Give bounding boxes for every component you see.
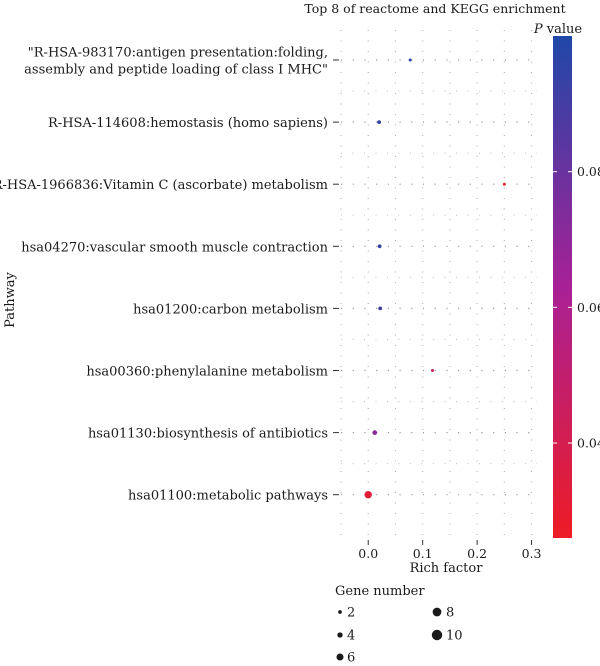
data-point	[372, 430, 378, 435]
size-legend-marker	[337, 632, 343, 638]
data-point	[502, 182, 506, 186]
colorbar-title: P value	[533, 22, 583, 37]
x-tick-label: 0.0	[358, 546, 378, 561]
y-tick-label: R-HSA-1966836:Vitamin C (ascorbate) meta…	[0, 178, 328, 193]
x-tick-label: 0.2	[467, 546, 487, 561]
colorbar-tick-label: 0.04	[577, 436, 600, 451]
gene-number-legend: Gene number 2 4 6 8 10	[335, 584, 463, 666]
size-legend-marker	[431, 629, 443, 641]
p-value-colorbar: 0.04 0.06 0.08 P value	[533, 22, 600, 538]
y-axis-labels: "R-HSA-983170:antigen presentation:foldi…	[0, 46, 339, 504]
data-point	[377, 244, 382, 249]
chart-title: Top 8 of reactome and KEGG enrichment	[304, 1, 565, 16]
size-legend-marker	[338, 610, 342, 614]
y-axis-label: Pathway	[3, 271, 18, 327]
points-layer	[364, 58, 506, 499]
size-legend-label: 10	[446, 629, 463, 644]
colorbar-tick-label: 0.08	[577, 164, 600, 179]
y-tick-label: hsa04270:vascular smooth muscle contract…	[21, 240, 328, 255]
data-point	[364, 491, 372, 499]
colorbar-gradient	[553, 36, 572, 538]
data-point	[431, 369, 434, 372]
x-tick-label: 0.1	[413, 546, 433, 561]
data-point	[377, 120, 382, 124]
x-axis: 0.0 0.1 0.2 0.3	[358, 540, 542, 561]
x-tick-label: 0.3	[522, 546, 542, 561]
size-legend-label: 6	[347, 651, 355, 666]
size-legend-label: 8	[446, 606, 454, 621]
grid-layer	[340, 30, 537, 538]
size-legend-label: 2	[347, 606, 355, 621]
size-legend-title: Gene number	[335, 584, 425, 599]
colorbar-tick-label: 0.06	[577, 300, 600, 315]
y-tick-label: "R-HSA-983170:antigen presentation:foldi…	[24, 46, 328, 78]
x-axis-label: Rich factor	[410, 561, 484, 576]
size-legend-marker	[432, 607, 442, 617]
y-tick-label: hsa01130:biosynthesis of antibiotics	[88, 427, 328, 442]
y-tick-label: hsa01200:carbon metabolism	[133, 302, 328, 317]
y-tick-label: R-HSA-114608:hemostasis (homo sapiens)	[48, 116, 328, 131]
data-point	[408, 58, 412, 62]
size-legend-label: 4	[347, 629, 355, 644]
y-tick-label: hsa01100:metabolic pathways	[128, 489, 328, 504]
size-legend-marker	[336, 653, 344, 661]
y-tick-label: hsa00360:phenylalanine metabolism	[86, 365, 328, 380]
data-point	[378, 306, 383, 311]
